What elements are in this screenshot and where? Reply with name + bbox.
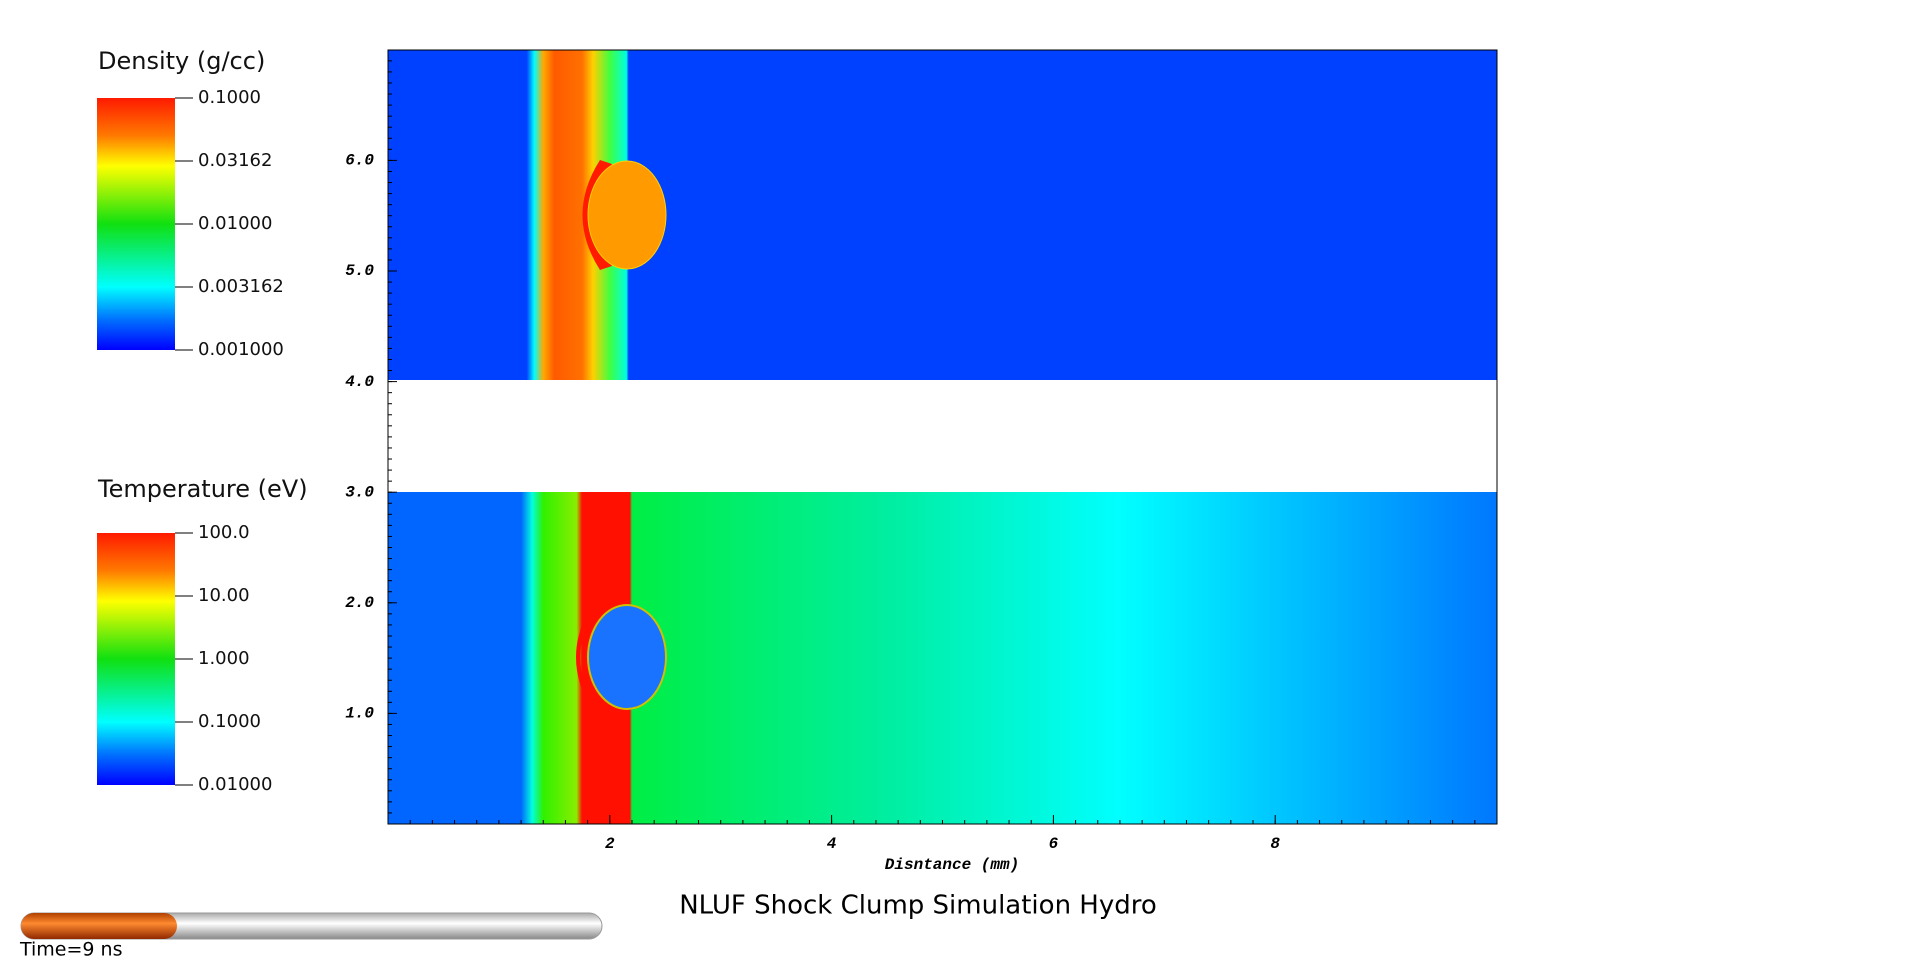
- legend-tick-label: 0.01000: [198, 213, 272, 234]
- plot-title: NLUF Shock Clump Simulation Hydro: [679, 891, 1157, 921]
- y-tick-label: 5.0: [345, 262, 374, 280]
- legend-tick-label: 0.1000: [198, 87, 261, 108]
- y-tick-label: 2.0: [345, 594, 374, 612]
- time-progress: [21, 913, 177, 939]
- legend-tick-label: 0.003162: [198, 276, 284, 297]
- colorbar: [97, 533, 175, 785]
- legend-title: Temperature (eV): [97, 475, 308, 503]
- legend-tick-label: 0.001000: [198, 339, 284, 360]
- density-clump: [587, 160, 667, 270]
- legend-tick-label: 0.01000: [198, 774, 272, 795]
- colorbar: [97, 98, 175, 350]
- legend-tick-label: 0.03162: [198, 150, 272, 171]
- y-tick-label: 6.0: [345, 152, 374, 170]
- y-tick-label: 1.0: [345, 705, 374, 723]
- x-axis-label: Disntance (mm): [885, 856, 1019, 874]
- legend-tick-label: 100.0: [198, 522, 250, 543]
- y-tick-label: 3.0: [345, 483, 374, 501]
- temperature-shell: [576, 605, 600, 710]
- y-tick-label: 4.0: [345, 373, 374, 391]
- x-tick-label: 4: [827, 835, 837, 853]
- x-tick-label: 8: [1270, 835, 1280, 853]
- temperature-clump: [587, 604, 667, 710]
- density-field: [388, 50, 1497, 380]
- temperature-field: [388, 492, 1497, 824]
- time-label: Time=9 ns: [19, 939, 123, 959]
- legend-tick-label: 10.00: [198, 585, 250, 606]
- legend-tick-label: 1.000: [198, 648, 250, 669]
- x-tick-label: 6: [1049, 835, 1059, 853]
- x-tick-label: 2: [605, 835, 615, 853]
- legend-tick-label: 0.1000: [198, 711, 261, 732]
- legend-title: Density (g/cc): [98, 47, 265, 75]
